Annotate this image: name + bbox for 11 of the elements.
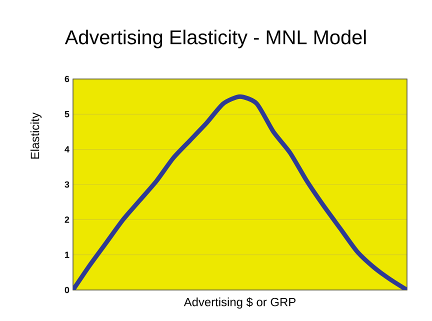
y-tick-label: 2	[64, 216, 70, 223]
y-tick-label: 3	[64, 181, 70, 188]
y-tick-label: 0	[64, 286, 70, 294]
x-axis-title: Advertising $ or GRP	[184, 297, 296, 309]
line-series	[73, 94, 408, 290]
y-tick-label: 5	[64, 111, 70, 118]
y-tick-label: 6	[64, 76, 70, 82]
y-axis-title: Elasticity	[30, 112, 42, 159]
y-tick-label: 4	[64, 146, 70, 152]
chart-title: Advertising Elasticity - MNL Model	[64, 30, 366, 48]
y-tick-label: 1	[65, 252, 70, 258]
